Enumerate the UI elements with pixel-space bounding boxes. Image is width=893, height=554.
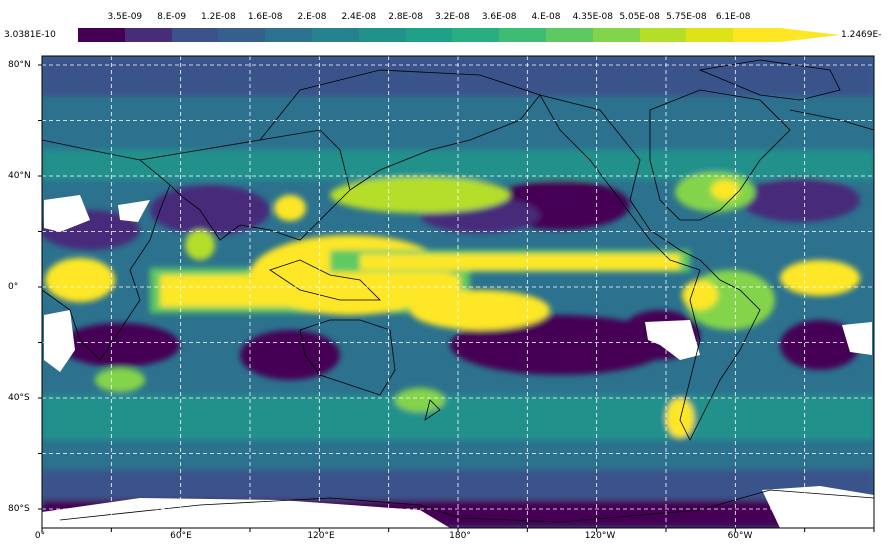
colorbar-segment <box>312 28 360 42</box>
lat-label-0: 0° <box>8 282 19 292</box>
colorbar-segment <box>733 28 781 42</box>
colorbar-tick-label: 1.6E-08 <box>247 12 283 22</box>
lon-label-120e: 120°E <box>307 531 335 541</box>
map-field <box>42 56 874 528</box>
colorbar-tick-label: 4.35E-08 <box>572 12 614 22</box>
lat-label-80n: 80°N <box>8 60 31 70</box>
colorbar-tick-label: 2.4E-08 <box>341 12 377 22</box>
colorbar-tick-label: 2.E-08 <box>297 12 327 22</box>
colorbar-max-arrow <box>780 28 840 42</box>
coastlines <box>42 59 874 523</box>
graticule <box>42 56 874 528</box>
colorbar-segment <box>358 28 407 42</box>
lon-label-180: 180° <box>449 531 471 541</box>
colorbar-segment <box>171 28 219 42</box>
colorbar-tick-label: 8.E-09 <box>157 12 187 22</box>
colorbar-segment <box>124 28 173 42</box>
no-data-regions <box>42 195 874 528</box>
lat-label-40s: 40°S <box>8 393 30 403</box>
lat-label-40n: 40°N <box>8 171 31 181</box>
lon-label-120w: 120°W <box>584 531 616 541</box>
colorbar-segment <box>218 28 266 42</box>
colorbar-segment <box>405 28 453 42</box>
lon-label-60w: 60°W <box>727 531 753 541</box>
colorbar-tick-label: 3.2E-08 <box>435 12 470 22</box>
colorbar-segment <box>452 28 500 42</box>
colorbar-segment <box>265 28 313 42</box>
colorbar-segment <box>592 28 641 42</box>
axis-ticks <box>38 64 875 532</box>
colorbar-max-label: 1.2469E- <box>841 30 882 40</box>
colorbar-tick-label: 3.5E-09 <box>107 12 143 22</box>
colorbar-tick-label: 2.8E-08 <box>388 12 423 22</box>
colorbar-min-label: 3.0381E-10 <box>4 30 56 40</box>
colorbar-segment <box>686 28 734 42</box>
lat-label-80s: 80°S <box>8 504 30 514</box>
colorbar-segment <box>78 28 126 42</box>
colorbar-segment <box>499 28 547 42</box>
colorbar-segment <box>546 28 594 42</box>
colorbar-tick-label: 3.6E-08 <box>481 12 517 22</box>
colorbar-tick-label: 1.2E-08 <box>201 12 236 22</box>
colorbar-tick-label: 6.1E-08 <box>715 12 751 22</box>
colorbar-tick-label: 5.75E-08 <box>666 12 707 22</box>
colorbar-segment <box>639 28 687 42</box>
colorbar-tick-label: 5.05E-08 <box>619 12 660 22</box>
lon-label-60e: 60°E <box>170 531 192 541</box>
colorbar-tick-label: 4.E-08 <box>531 12 561 22</box>
lon-label-0: 0° <box>34 531 46 541</box>
